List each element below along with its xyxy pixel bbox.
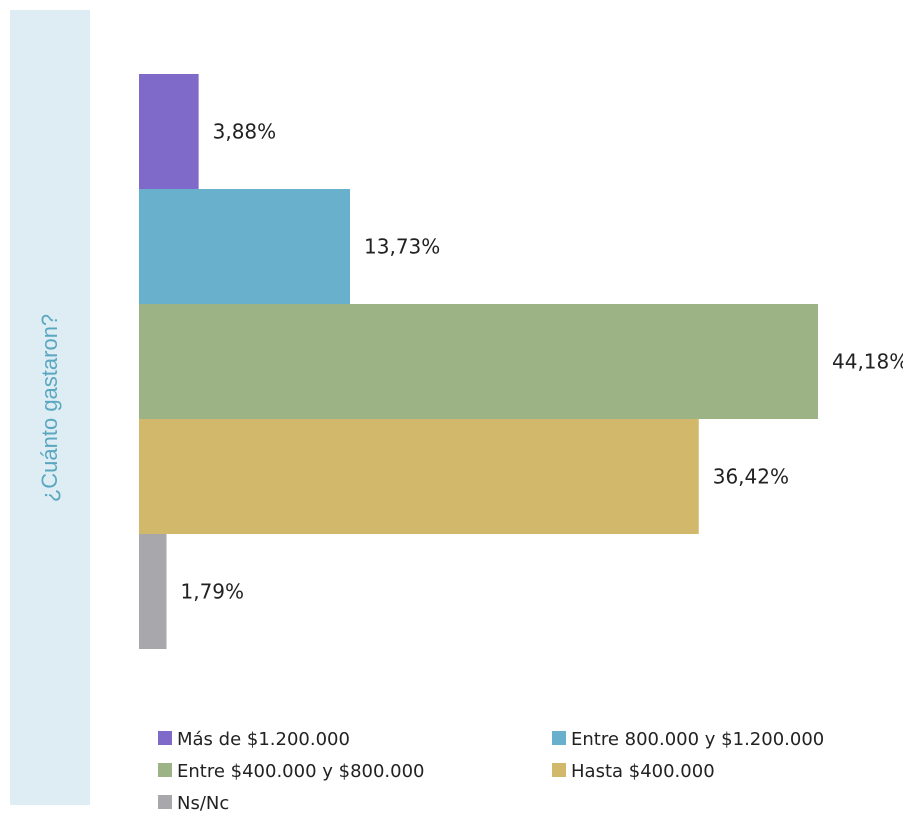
- data-label-ns-nc: 1,79%: [181, 580, 245, 604]
- legend-label: Entre 800.000 y $1.200.000: [571, 729, 824, 750]
- bar-entre-400-000-y-800-000: [139, 304, 818, 419]
- legend-swatch: [158, 731, 172, 745]
- data-label-m-s-de-1-200-000: 3,88%: [213, 120, 277, 144]
- side-panel: [10, 10, 90, 805]
- legend-label: Más de $1.200.000: [177, 729, 350, 750]
- legend-swatch: [552, 763, 566, 777]
- data-label-entre-800-000-y-1-200-000: 13,73%: [364, 235, 440, 259]
- legend-item-entre-800-000-y-1-200-000: Entre 800.000 y $1.200.000: [552, 729, 824, 750]
- legend-swatch: [552, 731, 566, 745]
- bar-m-s-de-1-200-000: [139, 74, 199, 189]
- legend-item-entre-400-000-y-800-000: Entre $400.000 y $800.000: [158, 761, 425, 782]
- legend-item-hasta-400-000: Hasta $400.000: [552, 761, 715, 782]
- legend-swatch: [158, 763, 172, 777]
- bar-hasta-400-000: [139, 419, 699, 534]
- legend-item-m-s-de-1-200-000: Más de $1.200.000: [158, 729, 350, 750]
- legend-label: Hasta $400.000: [571, 761, 715, 782]
- bar-entre-800-000-y-1-200-000: [139, 189, 351, 304]
- data-label-hasta-400-000: 36,42%: [713, 465, 789, 489]
- data-label-entre-400-000-y-800-000: 44,18%: [832, 350, 903, 374]
- legend-swatch: [158, 795, 172, 809]
- legend-label: Entre $400.000 y $800.000: [177, 761, 425, 782]
- legend-item-ns-nc: Ns/Nc: [158, 793, 229, 814]
- bar-ns-nc: [139, 534, 167, 649]
- legend-label: Ns/Nc: [177, 793, 229, 814]
